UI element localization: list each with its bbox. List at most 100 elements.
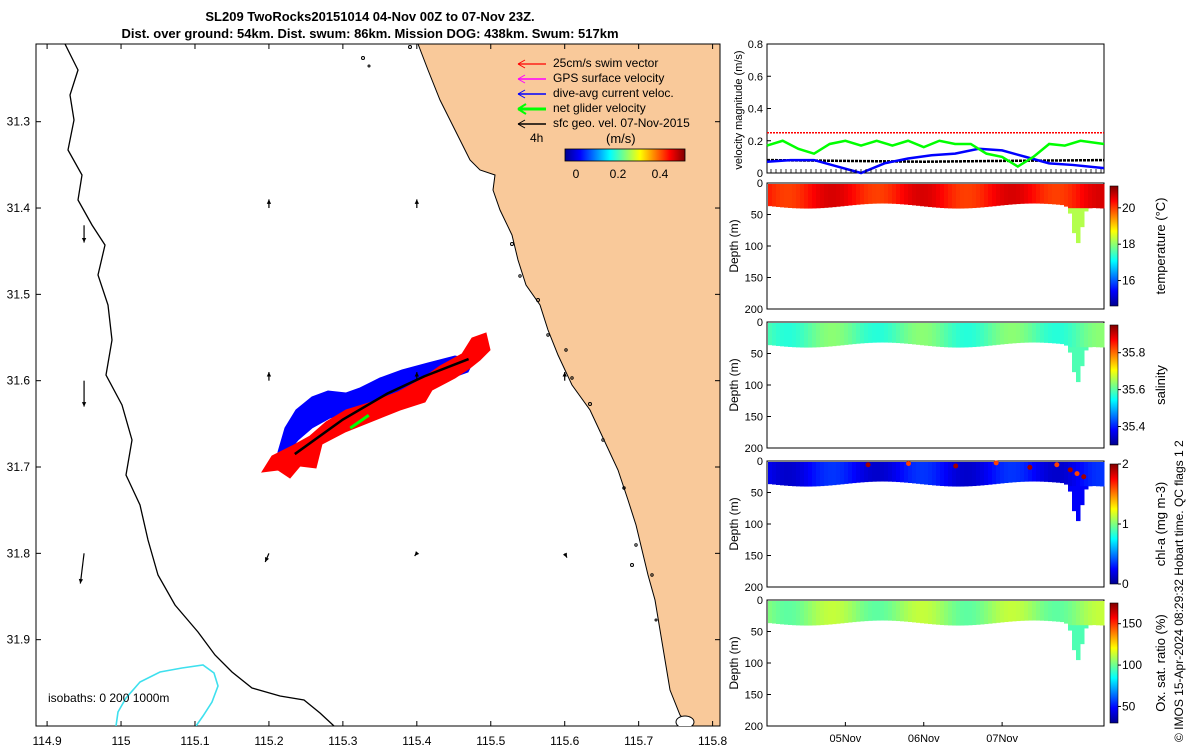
section-cell — [1004, 462, 1009, 484]
section-cell — [968, 601, 973, 626]
section-colorbar — [1109, 185, 1119, 307]
section-ytick-label: 100 — [745, 519, 763, 531]
colorbar-tick-label: 150 — [1122, 617, 1142, 631]
section-cell — [1040, 323, 1045, 343]
section-cell — [856, 462, 861, 483]
section-cell — [780, 601, 785, 625]
section-cell — [788, 323, 793, 347]
section-cell — [964, 462, 969, 487]
islands — [361, 45, 658, 622]
temperature-section: 0 50 100 150 200 Depth (m) 16 18 20 temperature (… — [727, 178, 1168, 316]
legend-net-velocity: net glider velocity — [517, 101, 646, 115]
section-cell — [924, 601, 929, 624]
section-cell — [928, 601, 933, 625]
legend-sfc-geo: sfc geo. vel. 07-Nov-2015 — [517, 116, 690, 130]
section-cell — [1100, 601, 1105, 626]
section-cell — [840, 323, 845, 346]
section-cell — [1056, 601, 1061, 622]
section-cell — [1064, 601, 1069, 624]
section-cell — [836, 184, 841, 207]
section-cell — [812, 323, 817, 348]
sfc-geo-vector — [81, 380, 87, 407]
section-cell — [836, 462, 841, 485]
section-cell — [904, 184, 909, 205]
legend-label-sfc: sfc geo. vel. 07-Nov-2015 — [553, 116, 690, 130]
section-cell — [824, 462, 829, 486]
section-cell — [1084, 184, 1089, 210]
sfc-geo-vector — [266, 372, 272, 381]
section-cell — [1088, 462, 1093, 487]
section-cell — [1080, 323, 1085, 349]
section-cell — [1044, 601, 1049, 621]
section-cell — [904, 462, 909, 483]
section-cell — [768, 323, 773, 346]
section-cell — [944, 601, 949, 626]
section-cell — [884, 323, 889, 343]
colorbar-label: Ox. sat. ratio (%) — [1153, 614, 1168, 712]
section-cell — [1060, 601, 1065, 623]
map-xtick-label: 115.4 — [402, 734, 431, 748]
section-cell — [1080, 462, 1085, 488]
section-cell — [824, 323, 829, 347]
section-ytick-label: 150 — [745, 551, 763, 563]
section-cell — [952, 323, 957, 348]
section-cell — [1016, 601, 1021, 622]
velocity-ytick-label: 0.2 — [748, 136, 763, 148]
legend-label-net: net glider velocity — [553, 101, 646, 115]
section-cell — [964, 184, 969, 209]
section-cell — [856, 323, 861, 344]
section-cell — [804, 462, 809, 487]
section-cell — [908, 323, 913, 345]
time-xtick-label: 07Nov — [986, 733, 1018, 745]
section-cell-deep — [1080, 347, 1085, 367]
section-cell — [916, 323, 921, 345]
speed-colorbar — [564, 148, 686, 162]
section-cell — [800, 323, 805, 348]
map-xtick-label: 114.9 — [33, 734, 62, 748]
section-cell — [832, 323, 837, 347]
section-cell — [1040, 184, 1045, 204]
section-cell — [880, 323, 885, 343]
section-cell — [880, 601, 885, 621]
section-cell — [856, 184, 861, 205]
section-cell — [772, 184, 777, 207]
velocity-bottom-ticks — [770, 169, 1102, 173]
section-cell — [868, 184, 873, 204]
legend-label-dive: dive-avg current veloc. — [553, 86, 674, 100]
section-cell — [912, 462, 917, 484]
section-cell — [1052, 323, 1057, 344]
section-cell — [848, 184, 853, 206]
section-ytick-label: 200 — [745, 582, 763, 594]
section-cell — [1080, 601, 1085, 627]
section-cell — [1032, 184, 1037, 204]
section-cell — [984, 462, 989, 486]
section-cell — [912, 184, 917, 206]
section-ylabel: Depth (m) — [727, 219, 741, 272]
section-ytick-label: 100 — [745, 380, 763, 392]
land-area — [417, 44, 720, 726]
map-ytick-label: 31.6 — [7, 374, 31, 388]
section-cell — [924, 462, 929, 485]
section-cell — [840, 184, 845, 207]
section-cell — [1012, 323, 1017, 344]
section-ylabel: Depth (m) — [727, 358, 741, 411]
section-cell — [888, 323, 893, 343]
section-cell — [848, 323, 853, 345]
section-cell — [832, 184, 837, 208]
section-cell-deep — [1084, 347, 1089, 351]
velocity-axis-ticks: 0 0.2 0.4 0.6 0.8 — [748, 39, 771, 180]
section-cell — [1072, 601, 1077, 627]
swim-vector-fan — [261, 332, 491, 479]
section-cell — [1084, 323, 1089, 349]
section-cell — [1028, 601, 1033, 621]
section-cell — [1076, 184, 1081, 210]
section-cell — [808, 323, 813, 348]
section-cell — [804, 323, 809, 348]
section-cell — [1064, 184, 1069, 207]
section-ylabel: Depth (m) — [727, 636, 741, 689]
section-cell — [1004, 323, 1009, 345]
section-cell — [1024, 462, 1029, 482]
section-cell — [944, 184, 949, 209]
section-cell — [856, 601, 861, 622]
